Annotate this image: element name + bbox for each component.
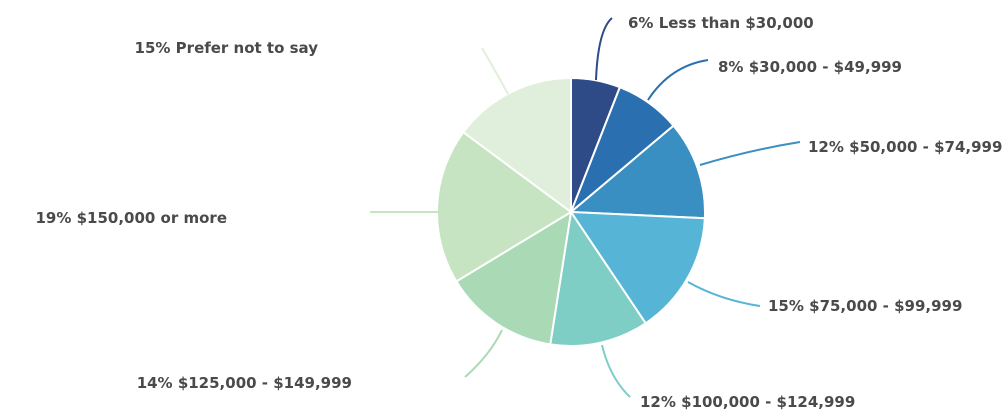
slice-label-2: 8% $30,000 - $49,999	[718, 58, 902, 76]
leader-line-6	[464, 329, 503, 378]
leader-line-3	[699, 141, 801, 166]
pie-slice-7	[436, 130, 573, 283]
pie-slice-5	[549, 209, 648, 347]
slice-label-7: 19% $150,000 or more	[35, 209, 227, 227]
pie-slice-6	[454, 210, 573, 346]
pie-slice-8	[461, 76, 572, 214]
pie-slice-3	[568, 124, 706, 220]
leader-line-5	[601, 344, 631, 398]
slice-label-4: 15% $75,000 - $99,999	[768, 297, 962, 315]
pie-slice-4	[569, 210, 706, 325]
slice-label-8: 15% Prefer not to say	[135, 39, 319, 57]
leader-line-4	[687, 281, 761, 307]
leader-line-2	[647, 59, 709, 101]
slice-label-3: 12% $50,000 - $74,999	[808, 138, 1002, 156]
leader-line-1	[595, 17, 613, 81]
slice-label-5: 12% $100,000 - $124,999	[640, 393, 855, 411]
slice-label-1: 6% Less than $30,000	[628, 14, 814, 32]
slice-label-6: 14% $125,000 - $149,999	[137, 374, 352, 392]
leader-line-8	[481, 47, 509, 95]
